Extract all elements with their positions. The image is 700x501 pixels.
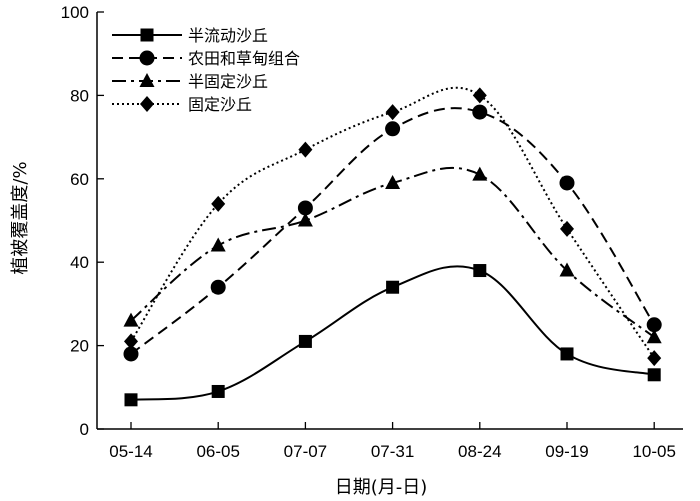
x-tick-label: 10-05 [632,442,675,461]
x-tick-label: 07-07 [284,442,327,461]
data-point-diamond [124,333,138,350]
data-point-circle [646,317,662,333]
data-point-circle [210,279,226,295]
y-tick-label: 20 [70,337,89,356]
series-1 [124,264,661,407]
legend-label: 半固定沙丘 [188,72,268,91]
data-point-diamond [385,104,400,121]
y-axis-ticks: 0 20 40 60 80 100 [61,3,104,439]
y-tick-label: 40 [70,253,89,272]
legend-marker-circle [139,50,155,66]
data-point-circle [559,175,575,191]
legend-label: 半流动沙丘 [188,26,268,45]
data-point-diamond [211,195,226,212]
data-point-triangle [472,166,488,181]
data-point-square [124,393,138,407]
x-tick-label: 06-05 [196,442,239,461]
data-point-triangle [297,212,313,227]
data-point-diamond [298,141,313,158]
legend-label: 固定沙丘 [188,95,252,114]
x-axis-title: 日期(月-日) [335,477,428,498]
legend-marker-square [140,28,154,42]
data-point-square [386,280,400,294]
legend-item: 农田和草甸组合 [112,49,300,68]
legend-marker-triangle [139,73,155,87]
series-layer [123,86,662,407]
y-tick-label: 60 [70,170,89,189]
y-axis-title: 植被覆盖度/% [10,161,31,274]
data-point-triangle [123,312,139,327]
data-point-circle [123,346,139,362]
data-point-square [473,264,487,278]
x-tick-label: 09-19 [545,442,588,461]
y-tick-label: 100 [61,3,89,22]
data-point-circle [385,121,401,137]
data-point-diamond [472,87,487,104]
y-tick-label: 80 [70,86,89,105]
legend-label: 农田和草甸组合 [188,49,300,68]
data-point-diamond [647,350,662,367]
data-point-square [647,368,661,382]
legend-item: 半固定沙丘 [112,72,268,91]
y-tick-label: 0 [80,420,89,439]
series-3 [123,166,662,344]
x-tick-label: 08-24 [458,442,501,461]
data-point-circle [472,104,488,120]
data-point-square [298,334,312,348]
legend-marker-diamond [140,96,154,112]
data-point-triangle [559,262,575,277]
x-axis-ticks: 05-14 06-05 07-07 07-31 08-24 09-19 10-05 [109,422,676,461]
axes [96,12,683,430]
x-tick-label: 07-31 [371,442,414,461]
data-point-triangle [385,174,401,189]
legend-item: 半流动沙丘 [112,26,268,45]
series-line [130,107,656,355]
data-point-triangle [210,237,226,252]
series-2 [123,104,662,362]
x-tick-label: 05-14 [109,442,152,461]
legend-item: 固定沙丘 [112,95,252,114]
data-point-square [211,384,225,398]
data-point-square [560,347,574,361]
data-point-diamond [560,220,574,237]
data-point-triangle [646,329,662,344]
data-point-circle [297,200,313,216]
series-4 [124,86,662,367]
